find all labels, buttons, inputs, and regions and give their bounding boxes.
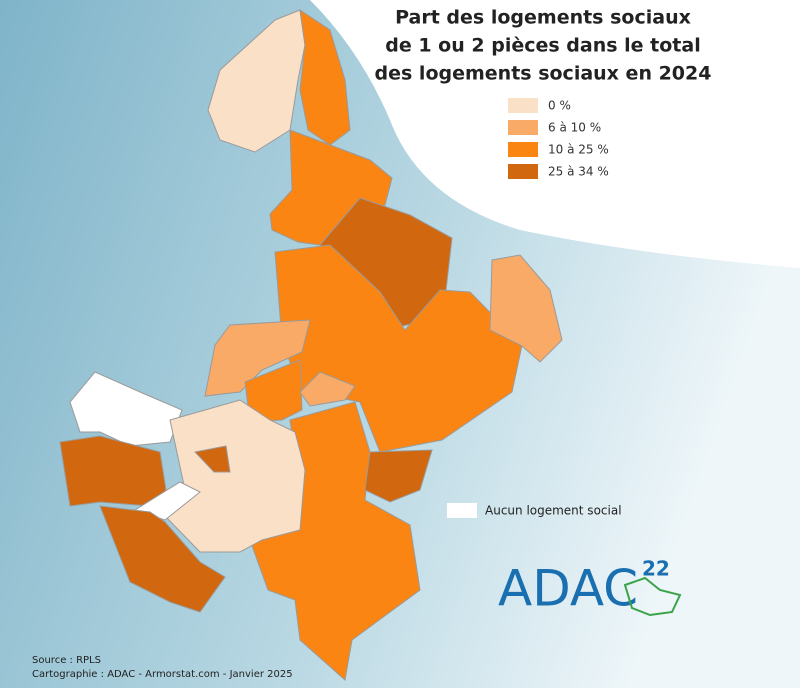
legend-label: 6 à 10 % (548, 121, 601, 135)
legend-label: 0 % (548, 99, 571, 113)
credit: Cartographie : ADAC - Armorstat.com - Ja… (32, 669, 293, 680)
source: Source : RPLS (32, 655, 101, 666)
commune (207, 9, 306, 153)
legend: 0 % 6 à 10 % 10 à 25 % 25 à 34 % (508, 98, 609, 179)
title-line: des logements sociaux en 2024 (375, 63, 712, 85)
title-panel (310, 0, 800, 268)
legend-swatch (508, 142, 538, 157)
commune (99, 505, 226, 613)
no-data-label: Aucun logement social (485, 504, 622, 518)
legend-swatch (508, 164, 538, 179)
title-line: de 1 ou 2 pièces dans le total (385, 35, 700, 57)
map (59, 8, 563, 681)
title-line: Part des logements sociaux (395, 7, 691, 29)
commune (299, 371, 356, 407)
commune (194, 445, 231, 473)
commune (489, 254, 563, 363)
legend-swatch (508, 120, 538, 135)
title: Part des logements sociaux de 1 ou 2 piè… (375, 7, 712, 85)
logo-number: 22 (642, 557, 670, 581)
legend-swatch (508, 98, 538, 113)
commune (364, 449, 433, 503)
legend-label: 10 à 25 % (548, 143, 609, 157)
logo-text: ADAC (498, 560, 638, 618)
commune (69, 371, 183, 447)
legend-label: 25 à 34 % (548, 165, 609, 179)
no-data-swatch (447, 503, 477, 518)
logo-shape (623, 576, 682, 617)
